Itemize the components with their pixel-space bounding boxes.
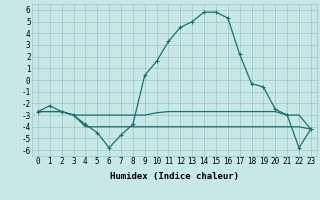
X-axis label: Humidex (Indice chaleur): Humidex (Indice chaleur) xyxy=(110,172,239,181)
